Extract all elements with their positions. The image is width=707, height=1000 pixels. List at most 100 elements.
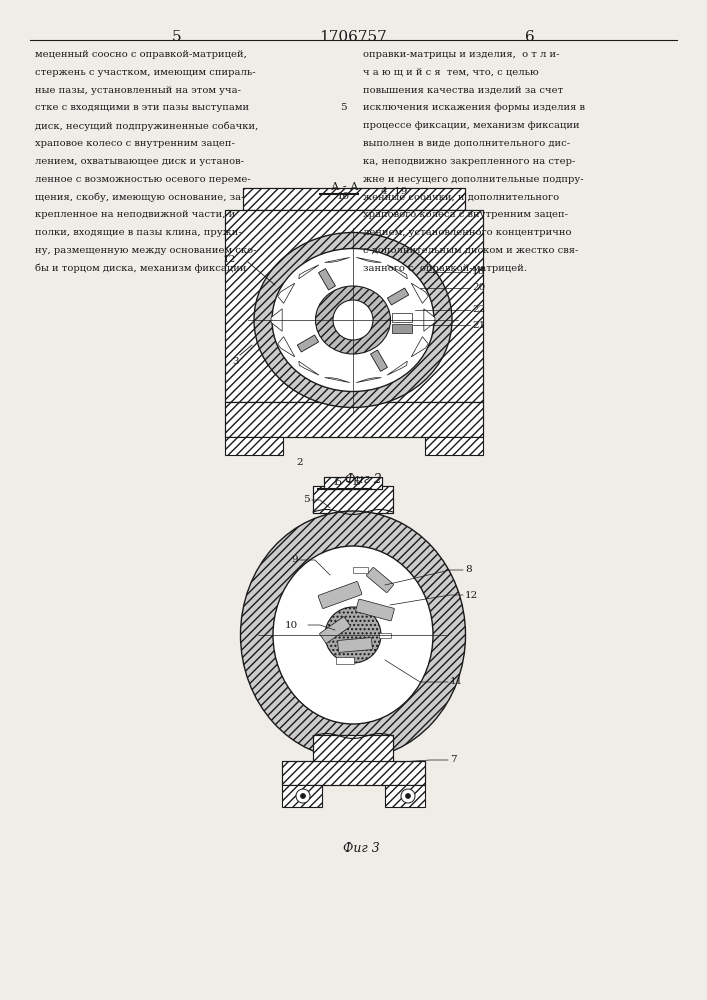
Text: повышения качества изделий за счет: повышения качества изделий за счет [363, 86, 563, 95]
Circle shape [300, 794, 305, 798]
Bar [243, 188, 465, 210]
Text: 12: 12 [465, 590, 478, 599]
Bar [313, 486, 393, 513]
Text: полки, входящие в пазы клина, пружи-: полки, входящие в пазы клина, пружи- [35, 228, 242, 237]
Bar [313, 735, 393, 762]
Text: 12: 12 [223, 255, 236, 264]
Text: 5: 5 [303, 495, 310, 504]
Circle shape [401, 789, 415, 803]
Ellipse shape [254, 232, 452, 408]
Text: лением, установленного концентрично: лением, установленного концентрично [363, 228, 571, 237]
Text: женные собачки, и дополнительного: женные собачки, и дополнительного [363, 192, 559, 201]
Text: 2: 2 [297, 458, 303, 467]
Text: 5: 5 [173, 30, 182, 44]
FancyBboxPatch shape [356, 599, 395, 621]
Text: процессе фиксации, механизм фиксации: процессе фиксации, механизм фиксации [363, 121, 580, 130]
Polygon shape [299, 265, 319, 279]
Bar [387, 288, 409, 305]
Bar [392, 313, 412, 322]
Text: Фиг 3: Фиг 3 [343, 842, 380, 855]
Text: храповое колесо с внутренним зацеп-: храповое колесо с внутренним зацеп- [35, 139, 235, 148]
Text: выполнен в виде дополнительного дис-: выполнен в виде дополнительного дис- [363, 139, 570, 148]
Bar [282, 785, 322, 807]
FancyBboxPatch shape [318, 581, 362, 609]
Text: 11: 11 [450, 678, 463, 686]
Text: стержень с участком, имеющим спираль-: стержень с участком, имеющим спираль- [35, 68, 256, 77]
Polygon shape [356, 378, 381, 383]
Polygon shape [278, 337, 295, 357]
Text: ные пазы, установленный на этом уча-: ные пазы, установленный на этом уча- [35, 86, 241, 95]
Text: ка, неподвижно закрепленного на стер-: ка, неподвижно закрепленного на стер- [363, 157, 575, 166]
Bar [336, 656, 354, 664]
Text: стке с входящими в эти пазы выступами: стке с входящими в эти пазы выступами [35, 103, 249, 112]
Polygon shape [299, 361, 319, 375]
Text: А - А: А - А [332, 182, 358, 192]
Text: крепленное на неподвижной части, и: крепленное на неподвижной части, и [35, 210, 235, 219]
Text: храпового колеса с внутренним зацеп-: храпового колеса с внутренним зацеп- [363, 210, 568, 219]
Text: 5: 5 [339, 103, 346, 112]
Polygon shape [325, 257, 350, 262]
Text: 6: 6 [525, 30, 535, 44]
Text: меценный соосно с оправкой-матрицей,: меценный соосно с оправкой-матрицей, [35, 50, 247, 59]
Text: оправки-матрицы и изделия,  о т л и-: оправки-матрицы и изделия, о т л и- [363, 50, 559, 59]
Polygon shape [387, 361, 407, 375]
Text: 20: 20 [472, 284, 485, 292]
Bar [385, 785, 425, 807]
FancyBboxPatch shape [320, 617, 351, 643]
Text: исключения искажения формы изделия в: исключения искажения формы изделия в [363, 103, 585, 112]
Polygon shape [271, 309, 282, 331]
Ellipse shape [315, 286, 390, 354]
Bar [225, 210, 483, 402]
Bar [225, 402, 483, 437]
Text: Б - Б: Б - Б [334, 477, 361, 487]
Text: жне и несущего дополнительные подпру-: жне и несущего дополнительные подпру- [363, 175, 583, 184]
Circle shape [406, 794, 411, 798]
Text: 10: 10 [337, 192, 350, 201]
Ellipse shape [240, 511, 465, 759]
Text: 10: 10 [285, 620, 298, 630]
Text: Фиг 2: Фиг 2 [344, 473, 381, 486]
Ellipse shape [273, 546, 433, 724]
Text: щения, скобу, имеющую основание, за-: щения, скобу, имеющую основание, за- [35, 192, 245, 202]
Polygon shape [411, 283, 428, 303]
Text: 22: 22 [472, 306, 485, 314]
Text: диск, несущий подпружиненные собачки,: диск, несущий подпружиненные собачки, [35, 121, 258, 131]
Polygon shape [325, 378, 350, 383]
Bar [225, 437, 283, 455]
Bar [392, 324, 412, 333]
Text: ну, размещенную между основанием ско-: ну, размещенную между основанием ско- [35, 246, 257, 255]
Bar [319, 269, 335, 290]
Polygon shape [423, 309, 435, 331]
Bar [425, 437, 483, 455]
Text: ч а ю щ и й с я  тем, что, с целью: ч а ю щ и й с я тем, что, с целью [363, 68, 539, 77]
Bar [282, 761, 425, 785]
Ellipse shape [254, 232, 452, 408]
Text: 1706757: 1706757 [319, 30, 387, 44]
Text: лением, охватывающее диск и установ-: лением, охватывающее диск и установ- [35, 157, 244, 166]
Bar [225, 402, 483, 437]
Bar [324, 477, 382, 489]
Text: 8: 8 [465, 566, 472, 574]
Ellipse shape [272, 248, 434, 391]
Text: 21: 21 [472, 320, 485, 330]
Bar [298, 335, 319, 352]
Bar [313, 486, 393, 513]
Text: 3: 3 [233, 357, 239, 366]
Polygon shape [356, 257, 381, 262]
Circle shape [333, 300, 373, 340]
Bar [282, 761, 425, 785]
Circle shape [296, 789, 310, 803]
Circle shape [325, 607, 381, 663]
Bar [353, 567, 368, 573]
Text: 9: 9 [291, 556, 298, 564]
Bar [324, 477, 382, 489]
Text: 7: 7 [450, 756, 457, 764]
Bar [370, 350, 387, 371]
Text: с дополнительным диском и жестко свя-: с дополнительным диском и жестко свя- [363, 246, 578, 255]
Bar [313, 735, 393, 762]
Bar [225, 210, 483, 402]
Text: занного с  оправкой-матрицей.: занного с оправкой-матрицей. [363, 264, 527, 273]
Bar [379, 633, 391, 638]
Polygon shape [411, 337, 428, 357]
Text: 4  19: 4 19 [381, 187, 407, 196]
